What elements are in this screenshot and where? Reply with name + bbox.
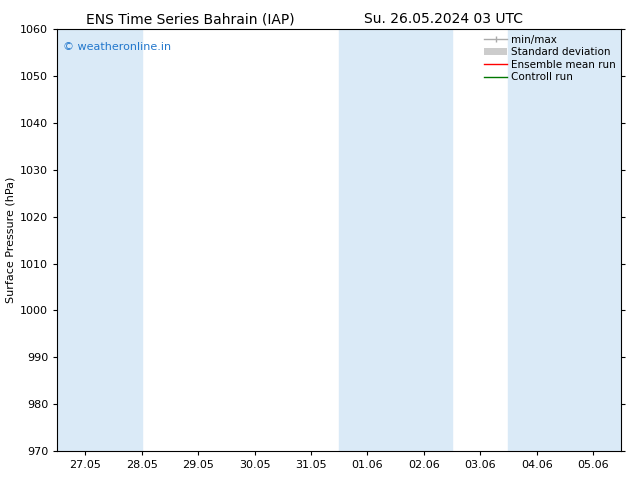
Text: © weatheronline.in: © weatheronline.in	[63, 42, 171, 52]
Legend: min/max, Standard deviation, Ensemble mean run, Controll run: min/max, Standard deviation, Ensemble me…	[482, 32, 618, 84]
Bar	[57, 29, 142, 451]
Text: ENS Time Series Bahrain (IAP): ENS Time Series Bahrain (IAP)	[86, 12, 295, 26]
Text: Su. 26.05.2024 03 UTC: Su. 26.05.2024 03 UTC	[365, 12, 523, 26]
Y-axis label: Surface Pressure (hPa): Surface Pressure (hPa)	[6, 177, 16, 303]
Bar	[508, 29, 634, 451]
Bar	[339, 29, 452, 451]
